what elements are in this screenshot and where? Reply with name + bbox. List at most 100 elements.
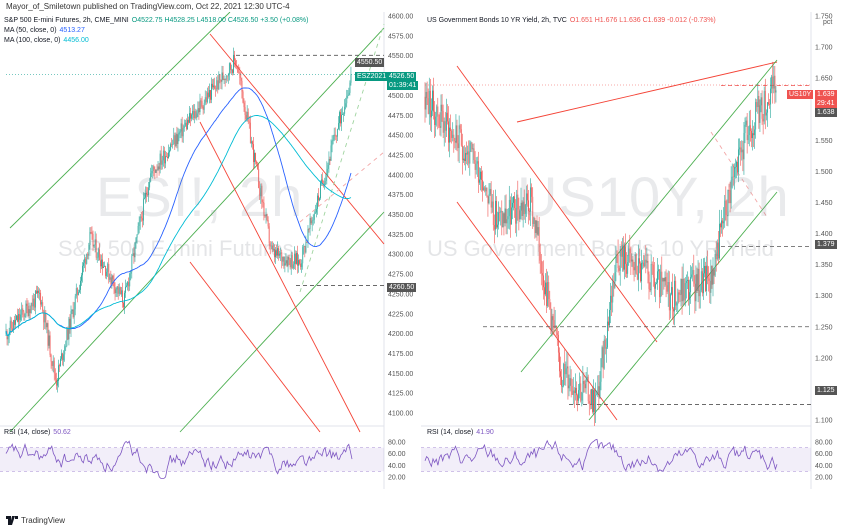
candle-body (252, 141, 253, 145)
trend-channel-line (710, 131, 768, 218)
candle-body (304, 245, 306, 253)
candle-body (773, 75, 775, 89)
candle-body (132, 253, 134, 256)
us10y-rsi-value: 41.90 (476, 429, 494, 436)
y-tick-label: 4275.00 (388, 272, 413, 279)
candle-body (281, 252, 283, 262)
candle-body (220, 79, 222, 82)
candle-body (645, 259, 647, 263)
candle-body (640, 263, 641, 282)
es-symbol-tag: ESZ2021 (355, 72, 389, 81)
y-tick-label: 1.300 (815, 293, 833, 300)
candle-body (74, 296, 76, 310)
tradingview-footer[interactable]: TradingView (6, 516, 65, 525)
candle-body (153, 166, 155, 170)
candle-body (110, 277, 112, 285)
candle-body (611, 295, 613, 303)
es-chart-panel[interactable]: S&P 500 E-mini Futures, 2h, CME_MINI O452… (0, 12, 419, 496)
candle-body (55, 379, 57, 386)
es-price-chart[interactable]: 4100.00 4125.00 4150.00 4175.00 4200.00 4225.… (0, 12, 418, 496)
candle-body (472, 148, 474, 150)
candle-body (9, 320, 11, 333)
us10y-price-tag: 1.639 (815, 90, 837, 99)
rsi-tick-label: 20.00 (388, 475, 406, 482)
candle-body (216, 80, 218, 90)
candle-body (284, 263, 286, 266)
candle-body (112, 275, 114, 279)
candle-body (626, 263, 628, 274)
trend-channel-line (520, 59, 778, 373)
candle-body (247, 111, 249, 122)
candle-body (648, 274, 650, 289)
candle-body (569, 378, 571, 386)
candle-body (652, 264, 654, 278)
candle-body (67, 328, 69, 340)
candle-body (163, 150, 165, 164)
candle-body (61, 353, 63, 359)
candle-body (709, 280, 711, 293)
candle-body (647, 260, 649, 275)
candle-body (295, 253, 296, 264)
us10y-countdown: 29:41 (815, 99, 837, 108)
candle-body (646, 260, 648, 263)
candle-body (595, 395, 597, 413)
candle-body (255, 152, 256, 162)
candle-body (98, 249, 100, 261)
candle-body (688, 279, 689, 300)
candle-body (264, 215, 266, 217)
candle-body (88, 245, 90, 256)
candle-body (477, 161, 479, 183)
es-price-tag: 4526.50 (387, 72, 417, 81)
candle-body (230, 63, 231, 70)
candle-body (723, 221, 725, 224)
us10y-chart-panel[interactable]: US Government Bonds 10 YR Yield, 2h, TVC… (421, 12, 845, 496)
candle-body (178, 132, 180, 135)
candle-body (452, 134, 454, 138)
candle-body (24, 316, 26, 318)
us10y-price-chart[interactable]: 1.1001.1501.2001.2501.3001.3501.4001.450… (421, 12, 845, 496)
candle-body (681, 278, 683, 302)
candle-body (713, 269, 715, 276)
candle-body (65, 345, 67, 347)
candle-body (678, 292, 680, 295)
candle-body (237, 66, 239, 73)
candle-body (226, 75, 228, 77)
es-rsi-value: 50.62 (53, 429, 71, 436)
candle-body (586, 376, 588, 380)
candle-body (137, 225, 139, 235)
candle-body (721, 220, 722, 228)
candle-body (145, 192, 146, 198)
candle-body (744, 124, 746, 134)
rsi-tick-label: 80.00 (815, 439, 833, 446)
candle-body (607, 321, 608, 348)
candle-body (333, 134, 335, 140)
candle-body (591, 389, 592, 405)
candle-body (271, 245, 273, 250)
candle-body (550, 308, 552, 331)
candle-body (182, 127, 184, 137)
candle-body (305, 242, 307, 253)
candle-body (762, 118, 764, 122)
candle-body (471, 142, 473, 150)
candle-body (675, 280, 677, 306)
candle-body (545, 282, 546, 295)
candle-body (580, 383, 582, 401)
candle-body (736, 161, 737, 167)
candle-body (474, 160, 476, 170)
candle-body (307, 229, 309, 243)
candle-body (148, 187, 150, 196)
candle-body (159, 153, 161, 170)
candle-body (241, 80, 243, 92)
candle-body (331, 140, 333, 146)
candle-body (287, 256, 289, 267)
candle-body (617, 254, 619, 269)
candle-body (594, 390, 596, 413)
candle-body (190, 113, 191, 119)
candle-body (257, 163, 259, 170)
candle-body (506, 219, 508, 224)
candle-body (631, 259, 633, 262)
candle-body (347, 94, 349, 96)
candle-body (720, 223, 721, 228)
candle-body (554, 325, 556, 328)
candle-body (212, 83, 213, 88)
